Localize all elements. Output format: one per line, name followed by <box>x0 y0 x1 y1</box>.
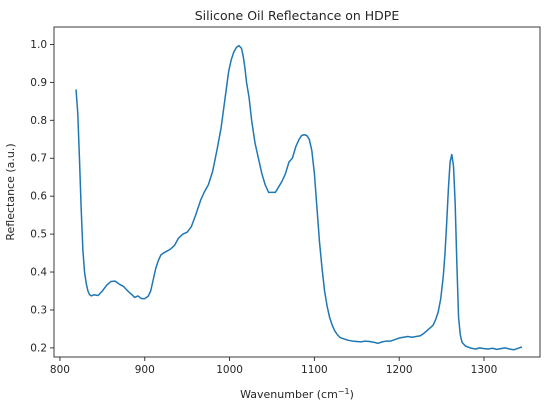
plot-frame <box>53 26 541 358</box>
x-tick-label: 1000 <box>216 364 243 376</box>
y-tick-label: 0.8 <box>30 115 47 127</box>
x-tick-label: 1300 <box>471 364 498 376</box>
y-tick-label: 0.6 <box>30 191 47 203</box>
y-tick-label: 0.7 <box>30 153 47 165</box>
x-tick-label: 900 <box>135 364 155 376</box>
y-tick-label: 1.0 <box>30 39 47 51</box>
y-tick-label: 0.9 <box>30 77 47 89</box>
y-axis-ticks: 0.2 0.3 0.4 0.5 0.6 0.7 0.8 0.9 1.0 <box>30 39 54 354</box>
x-axis-ticks: 800 900 1000 1100 1200 1300 <box>50 357 497 376</box>
x-axis-label-main: Wavenumber (cm <box>240 388 338 401</box>
x-axis-label: Wavenumber (cm−1) <box>240 387 354 401</box>
x-axis-label-superscript: −1 <box>338 387 350 396</box>
y-axis-label: Reflectance (a.u.) <box>4 143 17 240</box>
x-tick-label: 1100 <box>301 364 328 376</box>
x-tick-label: 1200 <box>386 364 413 376</box>
chart-title: Silicone Oil Reflectance on HDPE <box>195 8 400 23</box>
y-tick-label: 0.5 <box>30 229 47 241</box>
plot-area <box>54 27 540 357</box>
x-axis-label-close: ) <box>350 388 354 401</box>
reflectance-series-line <box>75 44 523 351</box>
x-tick-label: 800 <box>50 364 70 376</box>
y-tick-label: 0.2 <box>30 342 47 354</box>
y-tick-label: 0.3 <box>30 304 47 316</box>
y-tick-label: 0.4 <box>30 267 47 279</box>
